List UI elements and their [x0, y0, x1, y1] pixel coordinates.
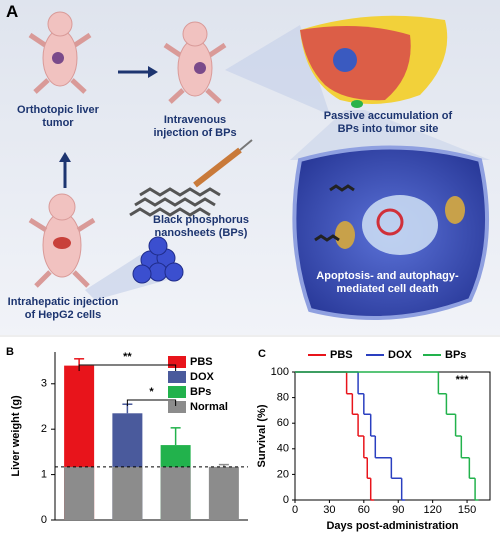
- significance-bracket: [126, 399, 177, 406]
- legend-swatch: [168, 401, 186, 413]
- zoom-cone: [290, 110, 490, 160]
- bar-baseline-part: [64, 466, 95, 520]
- cell-illustration: [292, 145, 490, 320]
- label: Intravenous injection of BPs: [153, 114, 237, 139]
- label: Intrahepatic injection of HepG2 cells: [7, 296, 119, 321]
- mouse: [28, 193, 96, 288]
- significance-label: **: [123, 351, 132, 363]
- legend-swatch: [168, 386, 186, 398]
- x-tick-label: 60: [358, 504, 370, 516]
- legend-label: BPs: [445, 349, 466, 361]
- y-tick-label: 0: [41, 514, 47, 526]
- nanosheets: [129, 187, 221, 217]
- panel-label: A: [6, 2, 19, 21]
- y-axis-label: Liver weight (g): [10, 395, 22, 477]
- liver-illustration: [300, 15, 448, 108]
- bar-baseline-part: [112, 466, 143, 520]
- arrow: [59, 66, 158, 188]
- legend-label: BPs: [190, 386, 211, 398]
- label: Passive accumulation of BPs into tumor s…: [323, 110, 453, 135]
- significance-bracket: [78, 364, 177, 371]
- legend-label: DOX: [190, 371, 215, 383]
- syringe: [193, 139, 253, 188]
- legend-swatch: [168, 371, 186, 383]
- significance-label: ***: [456, 374, 470, 386]
- y-tick-label: 40: [277, 443, 289, 455]
- mouse: [163, 21, 227, 104]
- y-tick-label: 100: [271, 366, 289, 378]
- significance-label: *: [149, 386, 154, 398]
- bar: [208, 466, 239, 520]
- legend-swatch: [168, 356, 186, 368]
- y-tick-label: 2: [41, 423, 47, 435]
- legend-label: Normal: [190, 401, 228, 413]
- y-tick-label: 1: [41, 469, 47, 481]
- x-tick-label: 150: [458, 504, 476, 516]
- panel-label: C: [258, 348, 266, 360]
- y-tick-label: 0: [283, 494, 289, 506]
- y-axis-label: Survival (%): [256, 404, 268, 467]
- label: Orthotopic liver tumor: [17, 104, 99, 129]
- legend-label: PBS: [190, 356, 213, 368]
- x-axis-label: Days post-administration: [326, 520, 458, 532]
- label: Apoptosis- and autophagy-mediated cell d…: [316, 270, 459, 295]
- y-tick-label: 3: [41, 378, 47, 390]
- y-tick-label: 60: [277, 417, 289, 429]
- bar-baseline-part: [160, 466, 191, 520]
- tumor-spheroid: [132, 236, 184, 284]
- y-tick-label: 80: [277, 392, 289, 404]
- legend-label: DOX: [388, 349, 413, 361]
- x-tick-label: 120: [423, 504, 441, 516]
- x-tick-label: 30: [323, 504, 335, 516]
- x-tick-label: 0: [292, 504, 298, 516]
- x-tick-label: 90: [392, 504, 404, 516]
- panel-label: B: [6, 346, 14, 358]
- y-tick-label: 20: [277, 468, 289, 480]
- legend-label: PBS: [330, 349, 353, 361]
- label: Black phosphorus nanosheets (BPs): [153, 214, 249, 239]
- mouse: [28, 11, 92, 94]
